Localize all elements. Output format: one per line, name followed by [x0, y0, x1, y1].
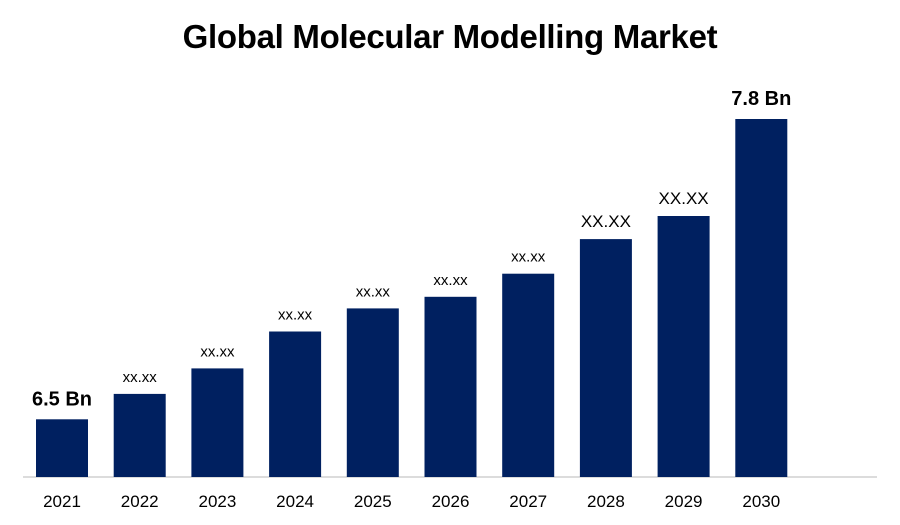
- bars-group: [36, 119, 788, 477]
- bar-2022: [113, 393, 166, 477]
- bar-2026: [424, 296, 477, 477]
- bar-2028: [579, 239, 632, 477]
- tick-label-2030: 2030: [742, 492, 780, 511]
- tick-label-2026: 2026: [432, 492, 470, 511]
- data-label-2026: xx.xx: [433, 272, 468, 289]
- tick-label-2022: 2022: [121, 492, 159, 511]
- tick-labels-group: 2021 2022 2023 2024 2025 2026 2027 2028 2029 2030: [43, 492, 780, 511]
- tick-label-2025: 2025: [354, 492, 392, 511]
- data-label-2027: xx.xx: [511, 249, 546, 266]
- data-label-2030: 7.8 Bn: [731, 88, 791, 110]
- data-label-2024: xx.xx: [278, 307, 313, 324]
- data-labels-group: 6.5 Bn xx.xx xx.xx xx.xx xx.xx xx.xx xx.xx XX.X…: [32, 88, 791, 410]
- data-label-2021: 6.5 Bn: [32, 388, 92, 410]
- bar-2027: [502, 273, 555, 477]
- bar-2021: [36, 419, 88, 477]
- tick-label-2029: 2029: [665, 492, 703, 511]
- bar-2030: [735, 119, 788, 477]
- bar-2024: [269, 331, 322, 477]
- bar-2025: [346, 308, 399, 477]
- bar-2029: [657, 216, 710, 477]
- tick-label-2028: 2028: [587, 492, 625, 511]
- data-label-2023: xx.xx: [200, 343, 235, 360]
- tick-label-2023: 2023: [198, 492, 236, 511]
- chart-title: Global Molecular Modelling Market: [182, 18, 718, 55]
- data-label-2022: xx.xx: [123, 369, 158, 386]
- tick-label-2027: 2027: [509, 492, 547, 511]
- data-label-2029: XX.XX: [659, 189, 709, 208]
- tick-label-2024: 2024: [276, 492, 314, 511]
- bar-2023: [191, 368, 244, 477]
- data-label-2025: xx.xx: [356, 283, 391, 300]
- data-label-2028: XX.XX: [581, 212, 631, 231]
- tick-label-2021: 2021: [43, 492, 81, 511]
